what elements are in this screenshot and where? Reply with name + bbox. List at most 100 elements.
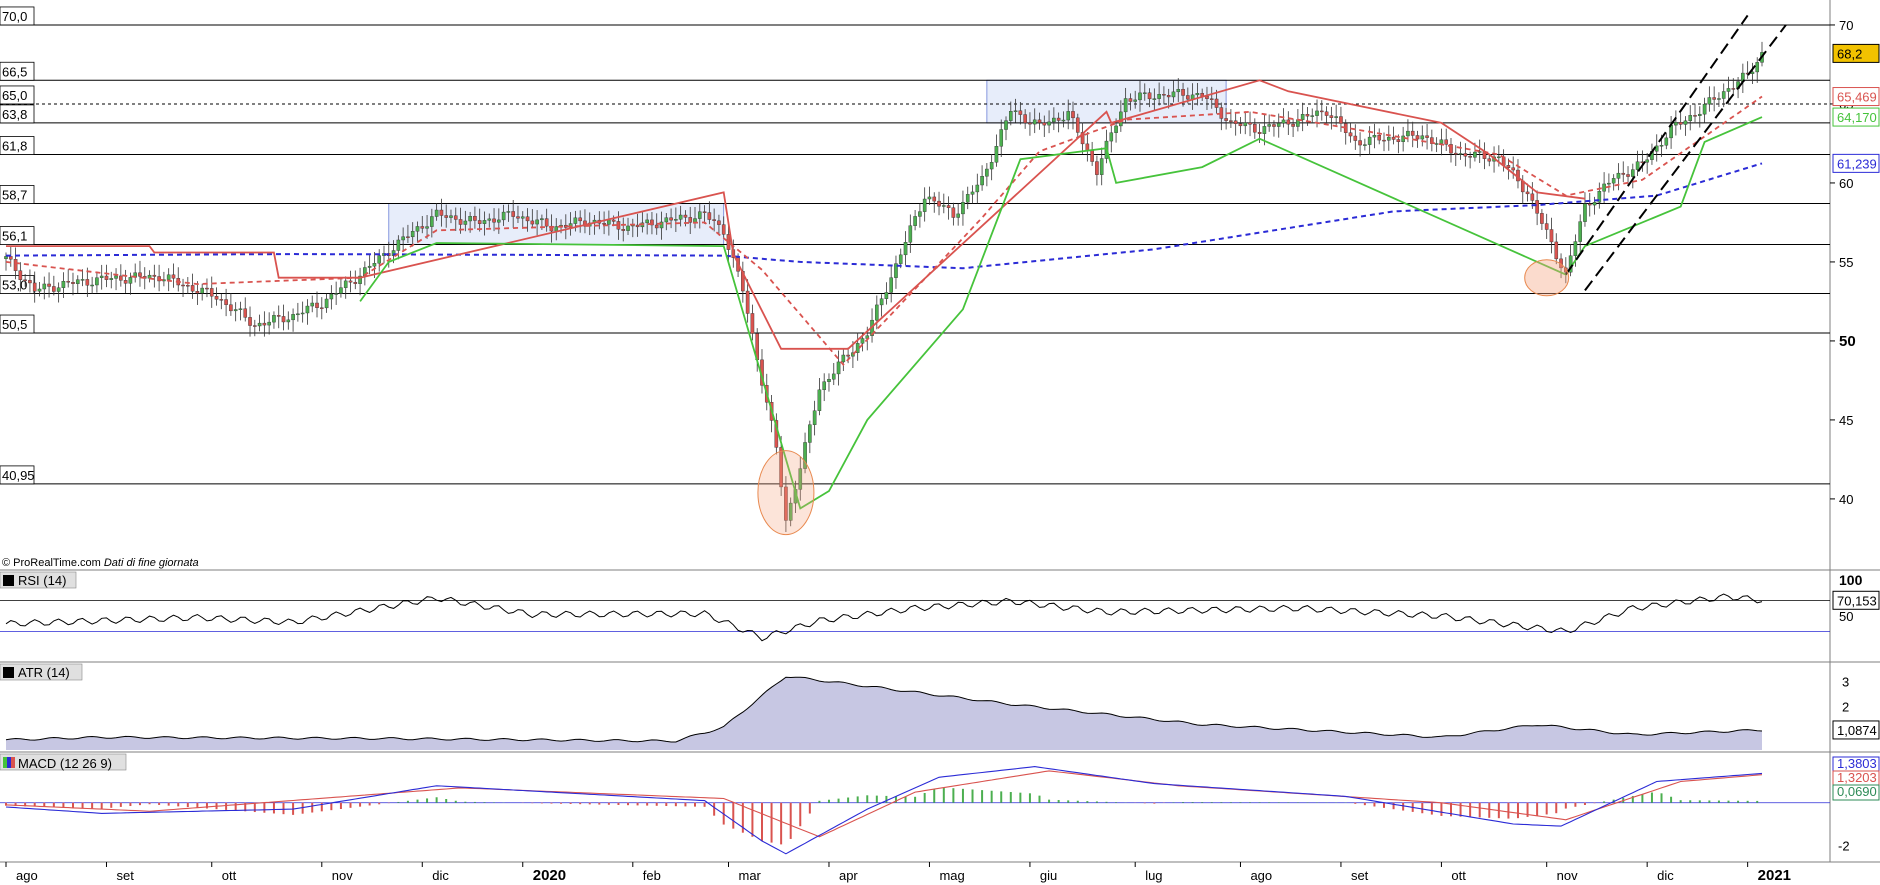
candle-body: [296, 313, 300, 316]
candle-body: [884, 292, 889, 299]
candle-body: [477, 220, 482, 224]
rsi-legend-swatch: [3, 575, 14, 586]
candle-body: [645, 219, 649, 224]
candle-body: [214, 295, 219, 300]
candle-body: [262, 322, 267, 326]
candle-body: [1186, 95, 1190, 100]
candle-body: [1238, 123, 1243, 127]
candle-body: [932, 196, 937, 202]
level-label: 66,5: [2, 64, 27, 79]
candle-body: [1631, 169, 1635, 177]
candle-body: [1114, 125, 1118, 133]
candle-body: [71, 282, 75, 284]
candle-body: [1300, 114, 1305, 120]
macd-legend-swatch: [3, 757, 7, 768]
candle-body: [1583, 203, 1587, 222]
rsi-title: RSI (14): [18, 573, 66, 588]
candle-body: [315, 302, 319, 308]
candle-body: [889, 277, 893, 293]
candle-body: [1291, 123, 1295, 127]
candle-body: [520, 216, 525, 219]
candle-body: [1564, 267, 1568, 273]
candle-body: [1348, 132, 1353, 137]
macd-value-label: 0,0690: [1837, 784, 1877, 799]
atr-title-box: [0, 663, 83, 681]
candle-body: [444, 215, 448, 218]
time-tick-label: mar: [738, 868, 761, 883]
candle-body: [1138, 92, 1142, 101]
candle-body: [61, 280, 66, 288]
candle-body: [348, 280, 353, 283]
candle-body: [1013, 110, 1018, 112]
candle-body: [626, 225, 630, 231]
candle-body: [721, 224, 726, 235]
candle-body: [822, 381, 826, 391]
candle-body: [391, 250, 396, 256]
candle-body: [1353, 135, 1358, 141]
time-tick-label: ago: [16, 868, 38, 883]
candle-body: [339, 287, 343, 294]
candle-body: [980, 176, 984, 186]
candle-body: [812, 410, 817, 425]
macd-title: MACD (12 26 9): [18, 756, 112, 771]
candle-body: [272, 315, 276, 323]
macd-tick-label: -2: [1838, 838, 1850, 853]
candle-body: [1573, 241, 1578, 256]
atr-title: ATR (14): [18, 665, 70, 680]
candle-body: [1080, 132, 1085, 145]
candle-body: [1439, 139, 1444, 144]
candle-body: [1391, 136, 1396, 140]
candle-body: [1707, 97, 1712, 105]
candle-body: [90, 284, 94, 287]
candle-body: [1133, 99, 1137, 102]
time-tick-label: set: [1351, 868, 1369, 883]
candle-body: [1621, 172, 1626, 175]
time-tick-label: mag: [939, 868, 964, 883]
candle-body: [1525, 191, 1530, 195]
atr-tick-label: 3: [1842, 674, 1849, 689]
value-box-label: 68,2: [1837, 46, 1862, 61]
candle-body: [1075, 117, 1080, 133]
candle-body: [1654, 145, 1659, 152]
candle-body: [372, 263, 377, 267]
candle-body: [1386, 136, 1391, 141]
candle-body: [913, 216, 917, 226]
candle-body: [334, 293, 338, 295]
macd-line: [5, 766, 1763, 855]
time-tick-label: ago: [1250, 868, 1272, 883]
candle-body: [1334, 116, 1338, 118]
candle-body: [540, 218, 544, 221]
candle-body: [238, 308, 243, 310]
candle-body: [784, 486, 788, 521]
candle-body: [1320, 110, 1324, 113]
candle-body: [286, 319, 291, 323]
candle-body: [1458, 153, 1463, 155]
candle-body: [788, 502, 793, 521]
candle-body: [257, 322, 262, 327]
candle-body: [329, 293, 334, 300]
candle-body: [985, 168, 989, 177]
candle-body: [798, 468, 803, 490]
candle-body: [195, 291, 200, 294]
candle-body: [66, 280, 71, 283]
time-tick-label: apr: [839, 868, 858, 883]
candle-body: [544, 218, 549, 227]
macd-signal-line: [5, 770, 1763, 838]
candle-body: [420, 226, 425, 229]
candle-body: [851, 352, 855, 357]
blue-dashed-moving-average: [6, 162, 1763, 270]
candle-body: [1592, 202, 1597, 206]
candle-body: [1272, 124, 1276, 127]
candle-body: [841, 354, 846, 363]
candle-body: [205, 287, 209, 290]
candle-body: [650, 219, 654, 226]
candle-body: [1324, 111, 1329, 116]
candle-body: [305, 305, 310, 314]
candle-body: [994, 146, 999, 163]
candle-body: [1377, 134, 1382, 141]
candle-body: [463, 220, 468, 225]
candle-body: [28, 280, 32, 284]
candle-body: [425, 226, 429, 229]
candle-body: [1066, 111, 1071, 121]
